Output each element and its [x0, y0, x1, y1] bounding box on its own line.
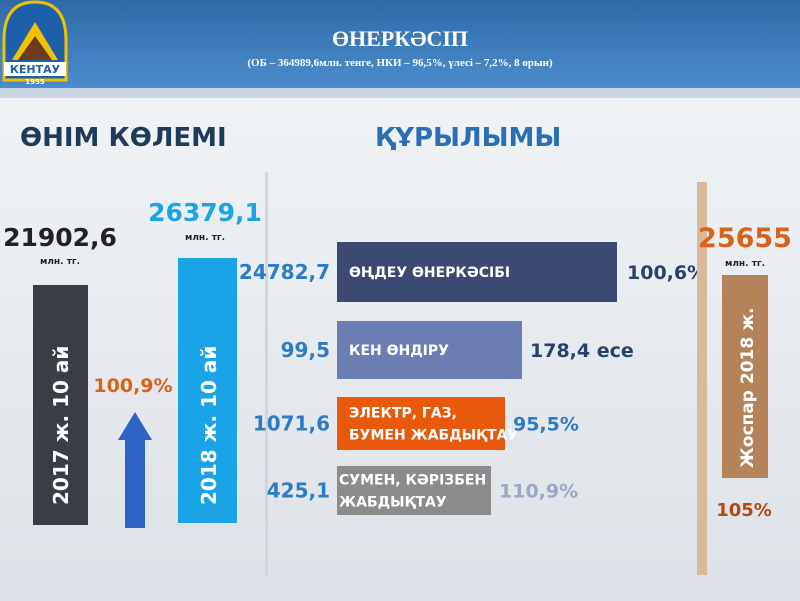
structure-bar [337, 242, 617, 302]
prev-label: 2017 ж. 10 ай [49, 346, 73, 505]
structure-label: ЭЛЕКТР, ГАЗ, [349, 406, 457, 422]
plan-value: 25655 [698, 223, 792, 254]
current-value: 26379,1 [148, 198, 262, 227]
subtitle: (ОБ – 364989,6млн. тенге, НКИ – 96,5%, ү… [247, 57, 553, 69]
structure-label: КЕН ӨНДІРУ [349, 343, 449, 359]
current-bar [178, 258, 237, 523]
structure-items: 24782,7 ӨҢДЕУ ӨНЕРКӘСІБІ 100,6% 99,5 КЕН ӨНД… [239, 242, 706, 515]
current-unit: млн. тг. [185, 233, 225, 243]
structure-bar [337, 397, 505, 450]
header-shadow [0, 88, 800, 98]
plan-label: Жоспар 2018 ж. [738, 308, 758, 468]
volume-heading: ӨНІМ КӨЛЕМІ [20, 123, 227, 153]
structure-change: 178,4 есе [530, 340, 634, 362]
prev-unit: млн. тг. [40, 257, 80, 267]
logo-year: 1955 [25, 78, 45, 86]
structure-change: 95,5% [513, 414, 579, 436]
plan-bar [722, 275, 768, 478]
structure-value: 1071,6 [253, 412, 330, 436]
plan-line [697, 182, 707, 575]
structure-label: ЖАБДЫҚТАУ [339, 495, 447, 511]
growth: 100,9% [93, 375, 172, 397]
structure-bar [337, 466, 491, 515]
structure-label: СУМЕН, КӘРІЗБЕН [339, 473, 486, 489]
structure-bar [337, 321, 522, 379]
prev-bar [33, 285, 88, 525]
current-label: 2018 ж. 10 ай [197, 346, 221, 505]
plan-percent: 105% [716, 500, 772, 521]
structure-change: 100,6% [627, 262, 706, 284]
header-band [0, 0, 800, 88]
structure-label: БУМЕН ЖАБДЫҚТАУ [349, 428, 518, 444]
structure-value: 24782,7 [239, 260, 330, 284]
plan-unit: млн. тг. [725, 259, 765, 269]
logo: КЕНТАУ 1955 [2, 0, 68, 86]
structure-change: 110,9% [499, 481, 578, 503]
title: ӨНЕРКӘСІП [332, 26, 468, 51]
structure-value: 425,1 [267, 479, 330, 503]
structure-label: ӨҢДЕУ ӨНЕРКӘСІБІ [349, 265, 510, 281]
structure-value: 99,5 [281, 338, 330, 362]
divider [265, 172, 268, 577]
prev-value: 21902,6 [3, 223, 117, 252]
growth-arrow [118, 412, 152, 528]
structure-heading: ҚҰРЫЛЫМЫ [375, 123, 561, 153]
logo-name: КЕНТАУ [10, 63, 61, 76]
